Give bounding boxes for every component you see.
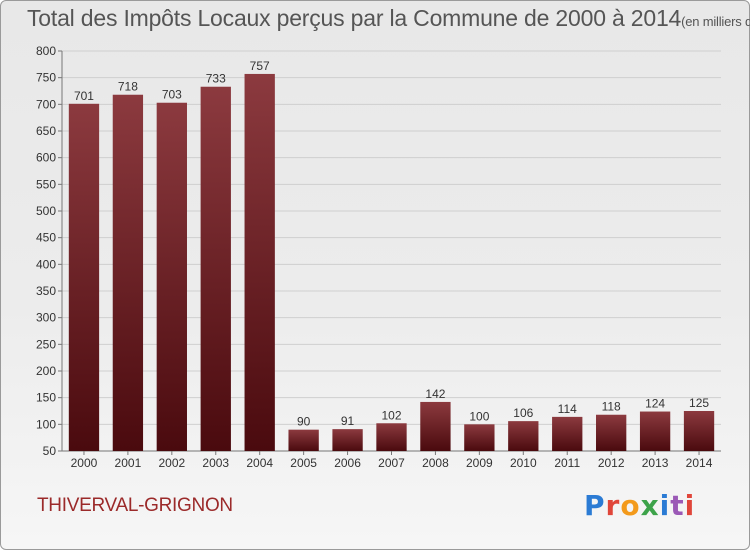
bar xyxy=(112,94,144,451)
bar xyxy=(288,429,319,451)
y-tick-label: 750 xyxy=(36,71,56,85)
y-tick-label: 300 xyxy=(36,311,56,325)
bar xyxy=(596,414,627,451)
logo-letter: r xyxy=(605,489,621,522)
data-label: 124 xyxy=(645,397,665,411)
bar xyxy=(68,103,100,452)
bar xyxy=(683,411,715,451)
x-tick-label: 2013 xyxy=(642,456,669,470)
x-tick-label: 2007 xyxy=(378,456,405,470)
data-label: 106 xyxy=(513,406,533,420)
logo-letter: i xyxy=(659,489,671,522)
chart-title-unit: (en milliers d'€) xyxy=(681,14,750,29)
data-label: 100 xyxy=(469,409,489,423)
y-tick-label: 700 xyxy=(36,97,56,111)
data-label: 125 xyxy=(689,396,709,410)
bar xyxy=(156,102,187,451)
logo-letter: i xyxy=(684,489,696,522)
data-label: 718 xyxy=(118,80,138,94)
bar xyxy=(552,416,583,451)
logo-letter: t xyxy=(670,489,685,522)
x-tick-label: 2006 xyxy=(334,456,361,470)
y-tick-label: 350 xyxy=(36,284,56,298)
bars xyxy=(68,73,715,452)
x-tick-label: 2003 xyxy=(202,456,229,470)
bar xyxy=(420,401,451,451)
logo-letter: o xyxy=(620,489,641,522)
bar xyxy=(464,424,495,451)
y-tick-label: 800 xyxy=(36,44,56,58)
data-label: 102 xyxy=(381,408,401,422)
logo-letter: x xyxy=(640,489,660,522)
x-tick-label: 2005 xyxy=(290,456,317,470)
commune-name: THIVERVAL-GRIGNON xyxy=(37,495,233,516)
data-label: 118 xyxy=(602,400,621,414)
bar xyxy=(376,423,407,451)
bar xyxy=(200,86,231,451)
y-tick-label: 400 xyxy=(36,257,56,271)
y-tick-label: 100 xyxy=(36,417,56,431)
y-tick-label: 200 xyxy=(36,364,56,378)
bar xyxy=(639,411,671,451)
x-tick-label: 2014 xyxy=(686,456,713,470)
bar xyxy=(332,429,363,451)
bar xyxy=(244,73,275,451)
data-label: 142 xyxy=(425,387,445,401)
y-tick-label: 450 xyxy=(36,231,56,245)
y-tick-label: 150 xyxy=(36,391,56,405)
y-tick-label: 500 xyxy=(36,204,56,218)
x-tick-label: 2010 xyxy=(510,456,537,470)
x-tick-label: 2002 xyxy=(158,456,185,470)
y-tick-labels: 50 100 150 200 250 300 350 400 450 500 550 600 650 70… xyxy=(36,44,62,458)
y-tick-label: 600 xyxy=(36,151,56,165)
logo-letter: P xyxy=(584,489,606,522)
x-tick-labels: 2000 2001 2002 2003 2004 2005 2006 2007 2008 2009… xyxy=(71,451,713,470)
data-label: 701 xyxy=(74,89,94,103)
x-tick-label: 2004 xyxy=(246,456,273,470)
data-label: 91 xyxy=(341,414,355,428)
x-tick-label: 2009 xyxy=(466,456,493,470)
proxiti-logo: Proxiti xyxy=(584,489,695,522)
x-tick-label: 2001 xyxy=(115,456,142,470)
x-tick-label: 2011 xyxy=(554,456,580,470)
x-tick-label: 2000 xyxy=(71,456,98,470)
data-labels: 701 718 703 733 757 90 91 102 142 100 106 114 118 124… xyxy=(74,59,709,429)
x-tick-label: 2012 xyxy=(598,456,625,470)
y-tick-label: 550 xyxy=(36,177,56,191)
data-label: 733 xyxy=(206,72,226,86)
data-label: 757 xyxy=(250,59,270,73)
data-label: 114 xyxy=(558,402,577,416)
chart-title: Total des Impôts Locaux perçus par la Co… xyxy=(27,5,750,32)
y-tick-label: 650 xyxy=(36,124,56,138)
chart-title-text: Total des Impôts Locaux perçus par la Co… xyxy=(27,5,682,31)
bar xyxy=(508,421,539,451)
y-tick-label: 250 xyxy=(36,337,56,351)
x-tick-label: 2008 xyxy=(422,456,449,470)
data-label: 90 xyxy=(297,415,311,429)
y-tick-label: 50 xyxy=(43,444,57,458)
data-label: 703 xyxy=(162,88,182,102)
